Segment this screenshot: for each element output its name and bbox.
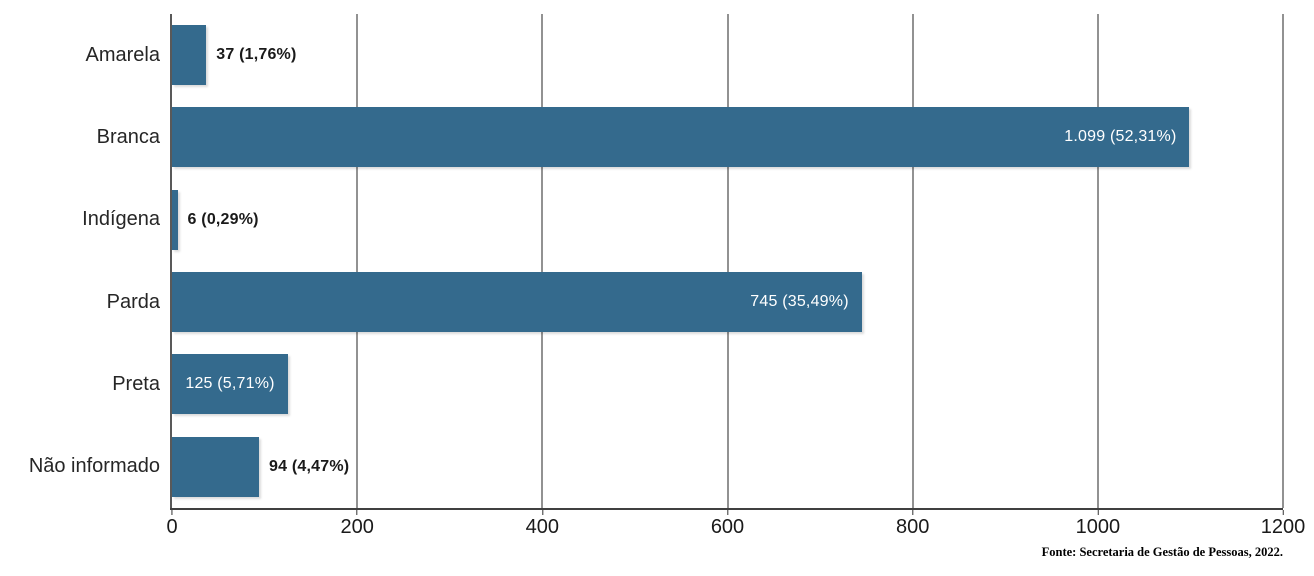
bar-row: 37 (1,76%)	[172, 14, 1283, 96]
bar-value-label: 94 (4,47%)	[269, 457, 350, 475]
x-tick-label: 0	[166, 516, 178, 538]
source-note: Fonte: Secretaria de Gestão de Pessoas, …	[1041, 545, 1283, 559]
category-label: Indígena	[82, 208, 160, 231]
bar: 1.099 (52,31%)	[172, 107, 1190, 168]
x-tick-label: 200	[340, 516, 374, 538]
bar-value-label: 125 (5,71%)	[185, 375, 275, 393]
x-tick-label: 800	[895, 516, 930, 538]
bar-value-label: 6 (0,29%)	[187, 210, 259, 228]
bar-value-label: 745 (35,49%)	[750, 293, 849, 311]
x-tick-label: 600	[710, 516, 745, 538]
bar-row: 125 (5,71%)	[172, 343, 1283, 425]
gridline	[1282, 14, 1284, 508]
x-tick: 800	[896, 510, 929, 539]
category-label: Amarela	[85, 43, 160, 66]
bar: 125 (5,71%)	[172, 354, 288, 415]
plot-area: 37 (1,76%) 1.099 (52,31%) 6 (0,29%) 745 (35…	[170, 14, 1284, 510]
bar-rows: 37 (1,76%) 1.099 (52,31%) 6 (0,29%) 745 (35…	[172, 14, 1283, 508]
bar-row: 1.099 (52,31%)	[172, 96, 1283, 178]
category-label: Parda	[106, 290, 160, 313]
gridline	[912, 14, 914, 508]
bar-row: 745 (35,49%)	[172, 261, 1283, 343]
x-tick: 600	[711, 510, 744, 539]
x-tick-label: 1200	[1260, 516, 1306, 538]
bar-row: 94 (4,47%)	[172, 426, 1283, 508]
x-tick-mark	[356, 510, 358, 515]
category-label: Não informado	[28, 455, 160, 478]
bar-value-label: 1.099 (52,31%)	[1064, 128, 1177, 146]
x-tick: 1000	[1075, 510, 1121, 539]
y-axis	[170, 14, 172, 508]
x-tick: 1200	[1260, 510, 1306, 539]
x-axis-ticks: 0 200 400 600 800 1000 1200	[166, 510, 1305, 550]
bar	[172, 189, 178, 250]
bar-row: 6 (0,29%)	[172, 179, 1283, 261]
x-tick-mark	[541, 510, 543, 515]
bar: 745 (35,49%)	[172, 272, 862, 333]
gridline	[727, 14, 728, 508]
x-tick-mark	[171, 510, 173, 515]
category-axis-labels: Amarela Branca Indígena Parda Preta Não infor…	[0, 14, 160, 508]
bar-value-label: 37 (1,76%)	[216, 46, 297, 64]
category-label: Preta	[112, 372, 160, 395]
x-tick: 200	[340, 510, 374, 539]
bar	[172, 436, 260, 497]
x-tick-mark	[727, 510, 728, 515]
x-tick-mark	[912, 510, 914, 515]
x-axis	[170, 508, 1283, 510]
bar	[172, 25, 207, 86]
x-tick-label: 1000	[1075, 516, 1121, 538]
x-tick: 400	[526, 510, 559, 539]
x-tick-mark	[1282, 510, 1284, 515]
x-tick-mark	[1097, 510, 1099, 515]
x-tick-label: 400	[525, 516, 560, 538]
gridline	[356, 14, 358, 508]
gridline	[541, 14, 543, 508]
x-tick: 0	[166, 510, 178, 539]
gridline	[1097, 14, 1099, 508]
category-label: Branca	[96, 125, 160, 148]
